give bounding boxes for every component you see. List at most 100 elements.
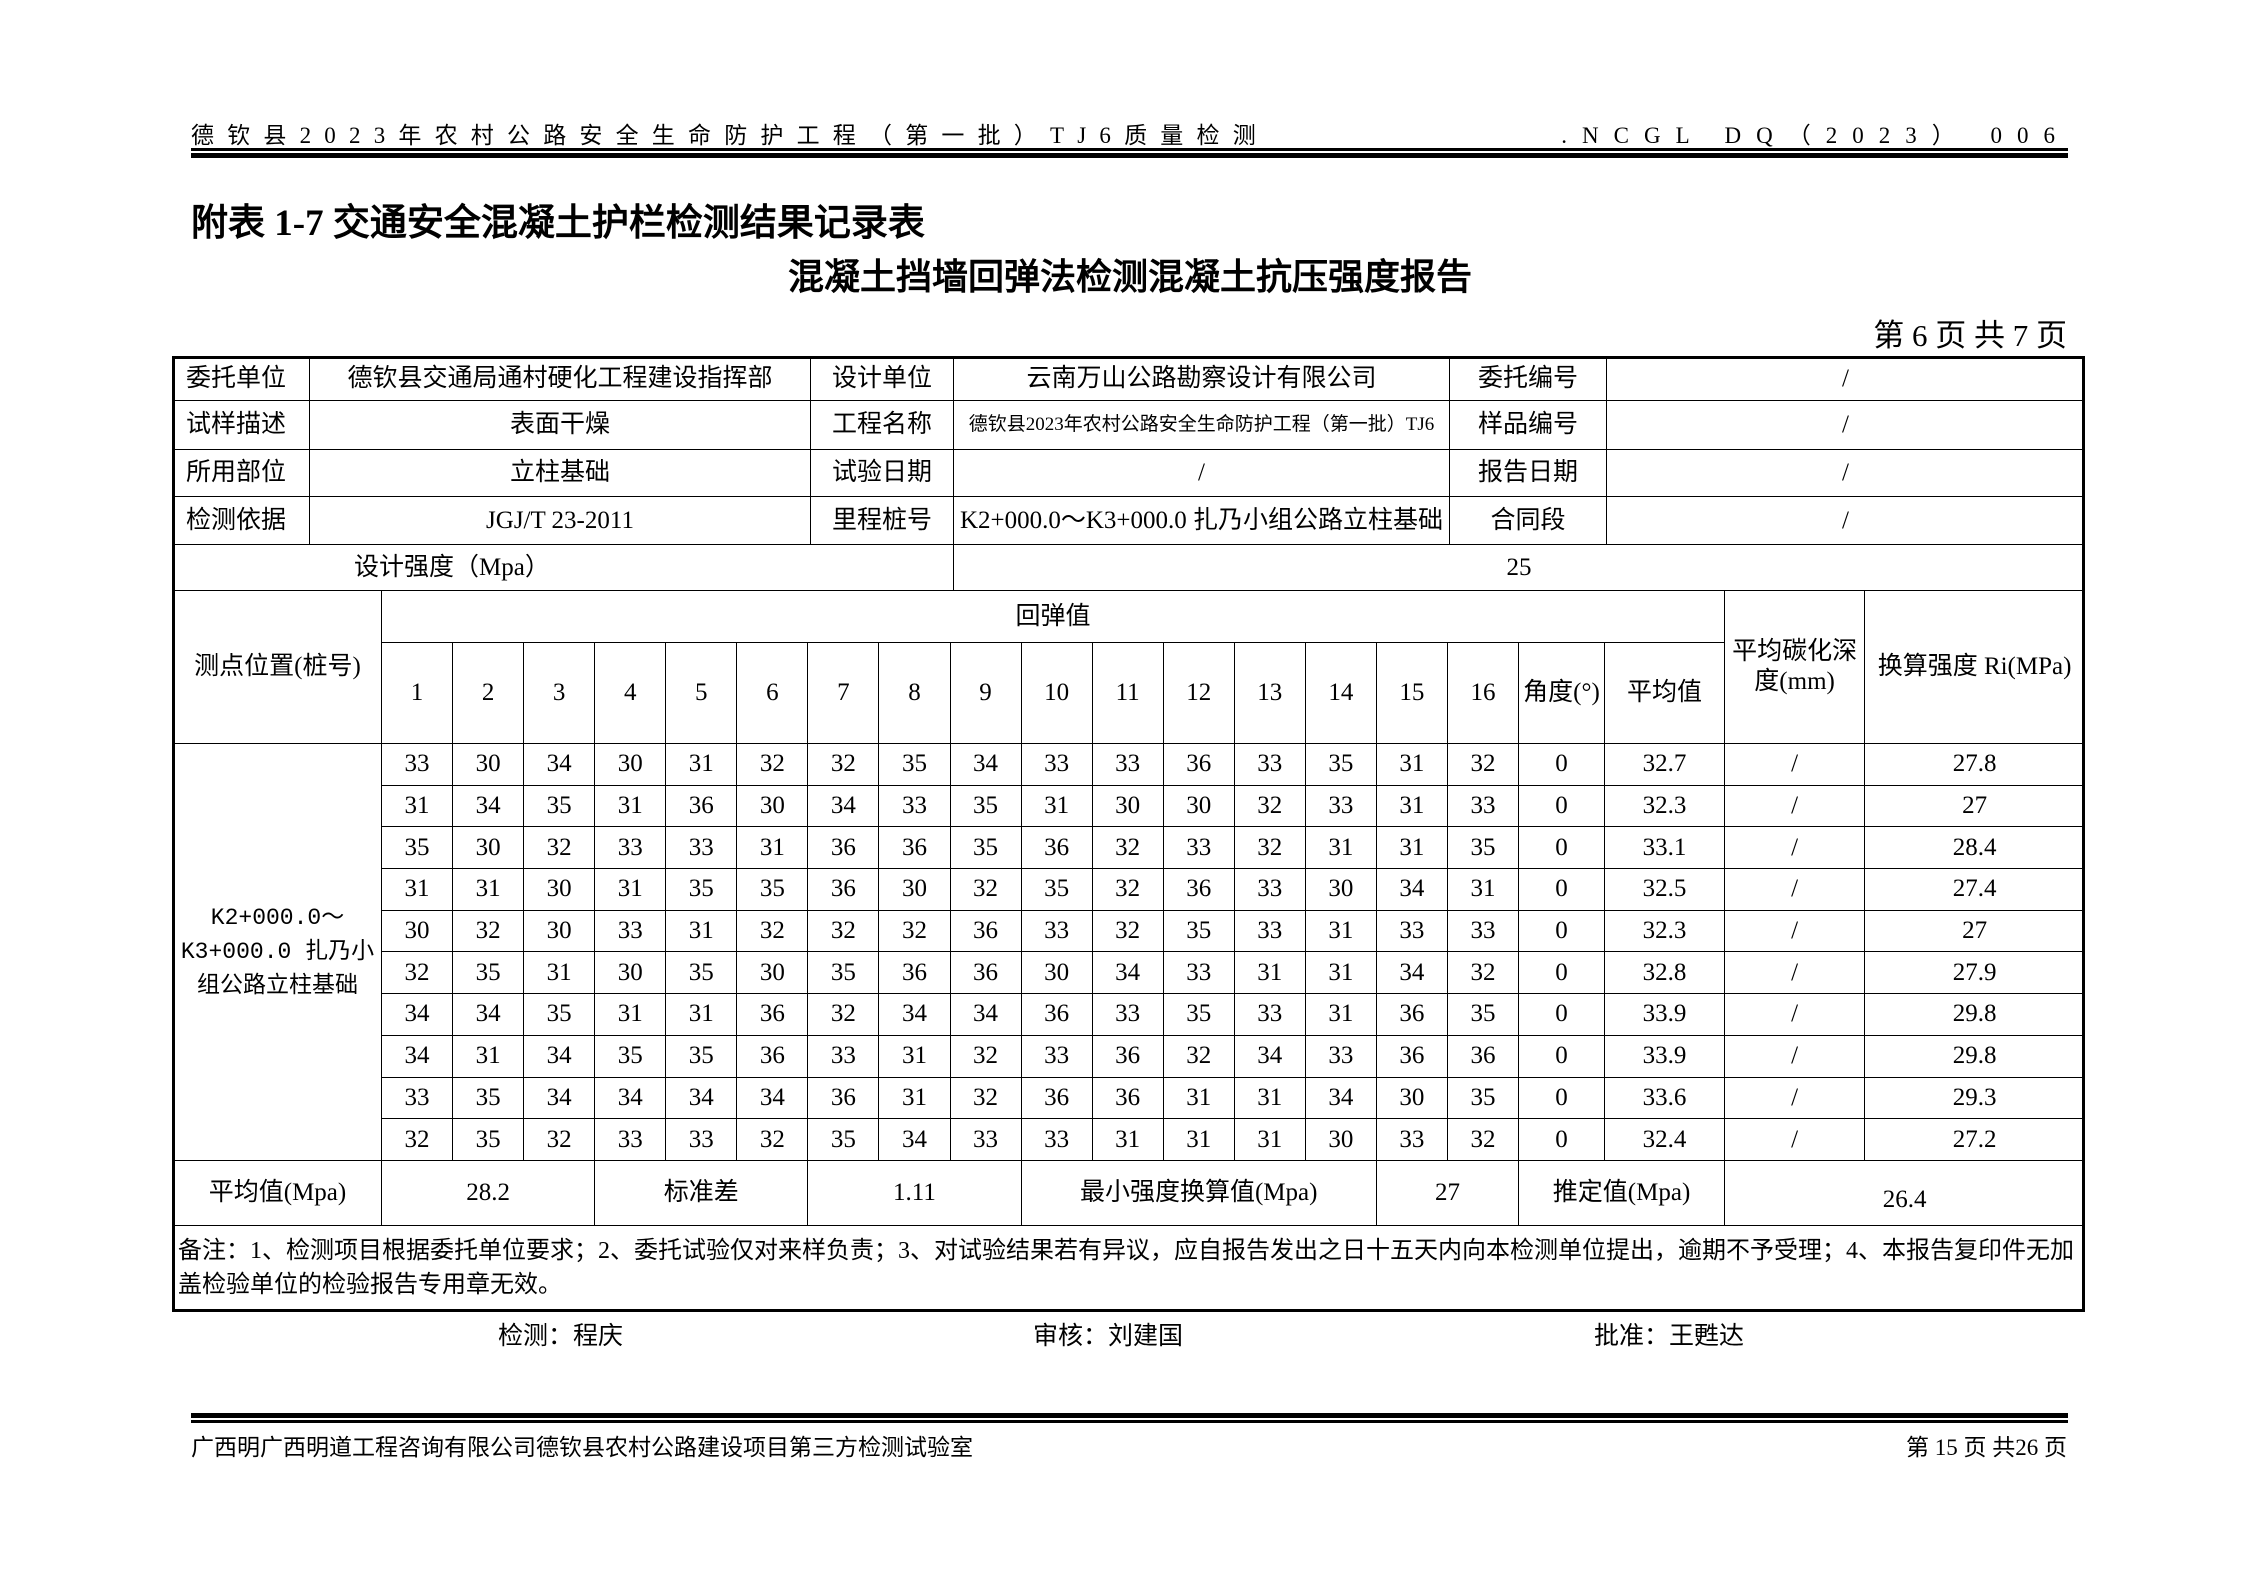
carbonation-header: 平均碳化深度(mm) bbox=[1724, 590, 1866, 744]
estimated-label: 推定值(Mpa) bbox=[1517, 1159, 1726, 1226]
info-value: / bbox=[1606, 400, 2085, 450]
rebound-value: 31 bbox=[594, 784, 667, 828]
rebound-value: 35 bbox=[1446, 993, 1520, 1036]
rebound-value: 31 bbox=[1304, 826, 1377, 870]
info-table: 委托单位 德钦县交通局通村硬化工程建设指挥部 设计单位 云南万山公路勘察设计有限公司委… bbox=[173, 357, 2085, 591]
rebound-value: 30 bbox=[523, 909, 596, 953]
rebound-value: 31 bbox=[1446, 868, 1520, 911]
average-value: 33.1 bbox=[1603, 826, 1726, 870]
info-row: 检测依据 JGJ/T 23-2011 里程桩号 K2+000.0～K3+000.0 扎… bbox=[173, 496, 2085, 545]
rebound-value: 33 bbox=[1304, 1034, 1377, 1078]
strength-value: 27.9 bbox=[1864, 951, 2086, 995]
rebound-value: 32 bbox=[736, 909, 809, 953]
header-project: 德钦县2023年农村公路安全生命防护工程（第一批）TJ6质量检测 bbox=[191, 123, 1269, 148]
table-row: 34 31 34 35 35 36 33 31 32 33 36 32 34 33 36 36 0 33.9/29… bbox=[174, 1034, 2086, 1078]
info-label: 合同段 bbox=[1449, 496, 1607, 545]
rebound-value: 35 bbox=[949, 826, 1022, 870]
appendix-title: 附表 1-7 交通安全混凝土护栏检测结果记录表 bbox=[191, 203, 925, 244]
rebound-value: 32 bbox=[949, 1076, 1022, 1120]
rebound-value: 34 bbox=[1304, 1076, 1377, 1120]
rebound-value: 32 bbox=[1446, 951, 1520, 995]
rebound-value: 33 bbox=[665, 1118, 738, 1161]
rebound-value: 36 bbox=[1091, 1076, 1164, 1120]
carbonation-value: / bbox=[1724, 1076, 1866, 1120]
rebound-value: 32 bbox=[523, 1118, 596, 1161]
info-row: 委托单位 德钦县交通局通村硬化工程建设指挥部 设计单位 云南万山公路勘察设计有限公司委… bbox=[173, 357, 2085, 401]
rebound-value: 30 bbox=[1375, 1076, 1448, 1120]
rebound-value: 34 bbox=[1375, 868, 1448, 911]
table-row: 35 30 32 33 33 31 36 36 35 36 32 33 32 31 31 35 0 33.1/28… bbox=[174, 826, 2086, 870]
point-header: 10 bbox=[1020, 642, 1093, 744]
point-header: 8 bbox=[878, 642, 951, 744]
report-title: 混凝土挡墙回弹法检测混凝土抗压强度报告 bbox=[787, 257, 1472, 297]
info-label: 所用部位 bbox=[173, 449, 310, 497]
point-header: 3 bbox=[523, 642, 596, 744]
rebound-value: 36 bbox=[949, 951, 1022, 995]
rebound-value: 31 bbox=[665, 993, 738, 1036]
angle-header: 角度(°) bbox=[1518, 642, 1605, 744]
info-value: 云南万山公路勘察设计有限公司 bbox=[953, 357, 1450, 401]
rebound-value: 34 bbox=[807, 784, 880, 828]
rebound-value: 33 bbox=[1375, 1118, 1448, 1161]
carbonation-value: / bbox=[1724, 743, 1866, 786]
rebound-value: 34 bbox=[949, 993, 1022, 1036]
rebound-value: 33 bbox=[1091, 743, 1164, 786]
point-header: 9 bbox=[949, 642, 1022, 744]
rebound-value: 33 bbox=[1020, 1118, 1093, 1161]
point-header: 13 bbox=[1233, 642, 1306, 744]
location-header: 测点位置(桩号) bbox=[173, 590, 382, 744]
rebound-value: 34 bbox=[736, 1076, 809, 1120]
rebound-value: 33 bbox=[1375, 909, 1448, 953]
rebound-value: 36 bbox=[1162, 868, 1235, 911]
info-value: / bbox=[953, 449, 1450, 497]
rebound-value: 33 bbox=[1446, 909, 1520, 953]
notes: 备注：1、检测项目根据委托单位要求；2、委托试验仅对来样负责；3、对试验结果若有… bbox=[172, 1224, 2086, 1311]
reviewer-signature: 审核：刘建国 bbox=[1033, 1323, 1184, 1350]
point-header: 7 bbox=[807, 642, 880, 744]
rebound-value: 32 bbox=[878, 909, 951, 953]
rebound-value: 32 bbox=[1233, 784, 1306, 828]
rebound-value: 34 bbox=[594, 1076, 667, 1120]
carbonation-value: / bbox=[1724, 993, 1866, 1036]
rebound-value: 34 bbox=[949, 743, 1022, 786]
rebound-value: 33 bbox=[380, 1076, 454, 1120]
info-label: 检测依据 bbox=[173, 496, 310, 545]
rebound-value: 34 bbox=[523, 743, 596, 786]
rebound-value: 30 bbox=[1304, 1118, 1377, 1161]
info-row: 所用部位 立柱基础 试验日期 / 报告日期 / bbox=[173, 449, 2085, 497]
rebound-value: 36 bbox=[1162, 743, 1235, 786]
summary-row: 平均值(Mpa) 28.2 标准差 1.11 最小强度换算值(Mpa) 27 推定值(Mpa… bbox=[173, 1159, 2086, 1226]
min-value: 27 bbox=[1375, 1159, 1520, 1226]
rebound-value: 31 bbox=[736, 826, 809, 870]
rebound-value: 32 bbox=[807, 909, 880, 953]
angle-value: 0 bbox=[1518, 743, 1605, 786]
design-strength-value: 25 bbox=[953, 544, 2085, 591]
rebound-value: 36 bbox=[1020, 1076, 1093, 1120]
rebound-table: 测点位置(桩号) 回弹值 平均碳化深度(mm) 换算强度 Ri(MPa) 1 2 3 4 5 6 7… bbox=[172, 590, 2086, 1311]
rebound-value: 31 bbox=[594, 993, 667, 1036]
rebound-value: 32 bbox=[736, 1118, 809, 1161]
rebound-value: 33 bbox=[1020, 743, 1093, 786]
rebound-value: 30 bbox=[1020, 951, 1093, 995]
point-header: 14 bbox=[1304, 642, 1377, 744]
footer-company: 广西明广西明道工程咨询有限公司德钦县农村公路建设项目第三方检测试验室 bbox=[191, 1435, 973, 1460]
mean-label: 平均值(Mpa) bbox=[173, 1159, 382, 1226]
rebound-value: 34 bbox=[523, 1034, 596, 1078]
rebound-value: 30 bbox=[1162, 784, 1235, 828]
info-label: 试验日期 bbox=[810, 449, 954, 497]
info-value: 德钦县2023年农村公路安全生命防护工程（第一批）TJ6 bbox=[953, 400, 1450, 450]
carbonation-value: / bbox=[1724, 1034, 1866, 1078]
table-row: 31 31 30 31 35 35 36 30 32 35 32 36 33 30 34 31 0 32.5/27… bbox=[174, 868, 2086, 911]
point-header: 15 bbox=[1375, 642, 1448, 744]
carbonation-value: / bbox=[1724, 951, 1866, 995]
rebound-value: 32 bbox=[1446, 1118, 1520, 1161]
rebound-value: 34 bbox=[380, 993, 454, 1036]
tester-signature: 检测：程庆 bbox=[498, 1323, 624, 1350]
point-header: 11 bbox=[1091, 642, 1164, 744]
carbonation-value: / bbox=[1724, 826, 1866, 870]
rebound-value: 32 bbox=[1091, 826, 1164, 870]
rebound-value: 31 bbox=[1304, 951, 1377, 995]
rebound-header: 回弹值 bbox=[380, 590, 1726, 643]
rebound-value: 30 bbox=[1091, 784, 1164, 828]
strength-value: 29.8 bbox=[1864, 993, 2086, 1036]
